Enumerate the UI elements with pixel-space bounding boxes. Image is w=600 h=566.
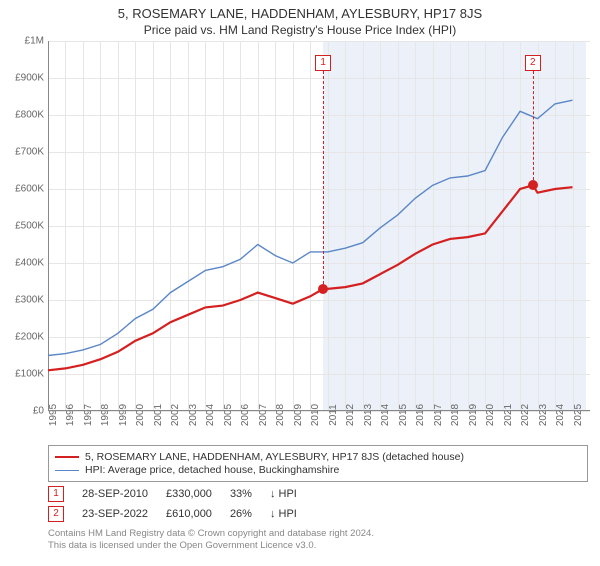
legend-item-hpi: HPI: Average price, detached house, Buck… xyxy=(55,464,581,476)
footer-line-2: This data is licensed under the Open Gov… xyxy=(48,540,588,552)
legend: 5, ROSEMARY LANE, HADDENHAM, AYLESBURY, … xyxy=(48,445,588,482)
chart-subtitle: Price paid vs. HM Land Registry's House … xyxy=(0,23,600,37)
series-property xyxy=(48,185,573,370)
y-tick-label: £600K xyxy=(15,184,44,195)
legend-swatch-property xyxy=(55,456,79,458)
sale-marker-2: 2 xyxy=(48,506,64,522)
chart-plot-area: £0£100K£200K£300K£400K£500K£600K£700K£80… xyxy=(48,41,590,411)
y-tick-label: £800K xyxy=(15,110,44,121)
y-tick-label: £500K xyxy=(15,221,44,232)
y-tick-label: £300K xyxy=(15,295,44,306)
legend-label-property: 5, ROSEMARY LANE, HADDENHAM, AYLESBURY, … xyxy=(85,451,464,463)
y-tick-label: £200K xyxy=(15,332,44,343)
y-tick-label: £400K xyxy=(15,258,44,269)
sale-annotation-2: 2 xyxy=(525,55,541,71)
sale-point-2 xyxy=(528,180,538,190)
legend-item-property: 5, ROSEMARY LANE, HADDENHAM, AYLESBURY, … xyxy=(55,451,581,463)
chart-title: 5, ROSEMARY LANE, HADDENHAM, AYLESBURY, … xyxy=(0,6,600,21)
sale-annotation-1: 1 xyxy=(315,55,331,71)
series-hpi xyxy=(48,100,573,355)
legend-swatch-hpi xyxy=(55,470,79,471)
y-tick-label: £1M xyxy=(25,36,44,47)
y-tick-label: £100K xyxy=(15,369,44,380)
legend-label-hpi: HPI: Average price, detached house, Buck… xyxy=(85,464,339,476)
sale-row-2: 2 23-SEP-2022 £610,000 26% ↓ HPI xyxy=(48,506,588,522)
sale-pct-2: 26% xyxy=(230,508,252,520)
sale-marker-1: 1 xyxy=(48,486,64,502)
y-tick-label: £700K xyxy=(15,147,44,158)
sale-price-1: £330,000 xyxy=(166,488,212,500)
sale-row-1: 1 28-SEP-2010 £330,000 33% ↓ HPI xyxy=(48,486,588,502)
y-tick-label: £900K xyxy=(15,73,44,84)
sale-price-2: £610,000 xyxy=(166,508,212,520)
sale-rel-2: ↓ HPI xyxy=(270,508,297,520)
sale-pct-1: 33% xyxy=(230,488,252,500)
sale-point-1 xyxy=(318,284,328,294)
footer-line-1: Contains HM Land Registry data © Crown c… xyxy=(48,528,588,540)
footer: Contains HM Land Registry data © Crown c… xyxy=(48,528,588,553)
sale-date-2: 23-SEP-2022 xyxy=(82,508,148,520)
y-tick-label: £0 xyxy=(33,406,44,417)
sale-date-1: 28-SEP-2010 xyxy=(82,488,148,500)
sale-rel-1: ↓ HPI xyxy=(270,488,297,500)
